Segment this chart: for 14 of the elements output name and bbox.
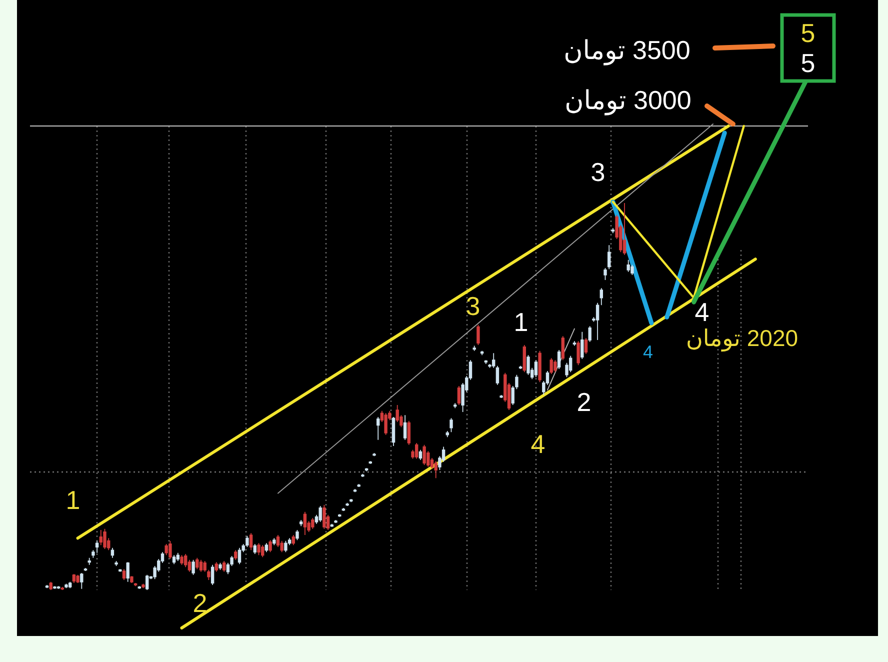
annotation: 4 xyxy=(694,297,710,327)
annotation: 1 xyxy=(514,307,528,337)
annotation: 2 xyxy=(576,387,592,417)
text: 3 xyxy=(590,157,606,187)
text: 5 xyxy=(800,18,816,48)
annotation: 2020 تومان xyxy=(686,325,798,352)
text: 3000 تومان xyxy=(564,85,692,116)
text: 3500 تومان xyxy=(564,35,690,66)
annotation: 4 xyxy=(530,429,546,459)
annotation: 3 xyxy=(466,291,480,321)
annotation: 2 xyxy=(192,588,208,618)
annotation: 4 xyxy=(642,342,654,362)
text: 5 xyxy=(800,48,816,78)
annotation: 1 xyxy=(66,485,80,515)
